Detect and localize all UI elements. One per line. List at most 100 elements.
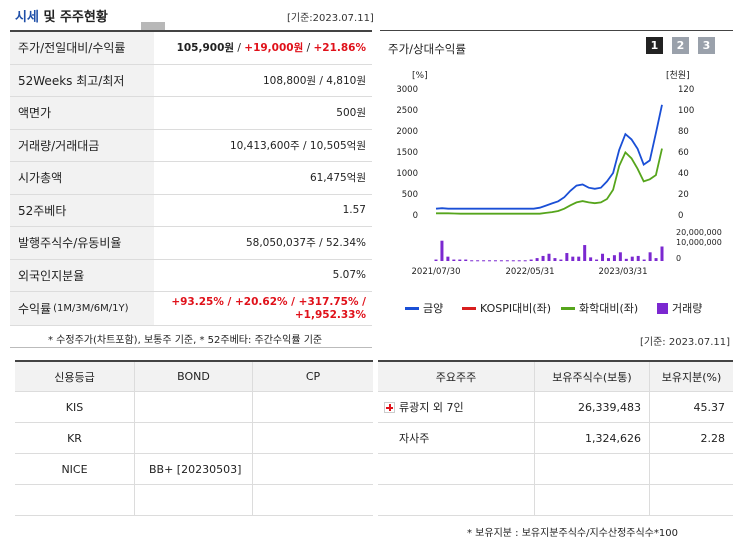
plus-icon[interactable] bbox=[384, 401, 395, 413]
legend-swatch bbox=[561, 306, 575, 310]
stat-label: 액면가 bbox=[10, 97, 154, 129]
volume-bar bbox=[577, 256, 581, 261]
footnote: * 수정주가(차트포함), 보통주 기준, * 52주베타: 주간수익률 기준 bbox=[48, 335, 323, 346]
returns-label: 수익률 bbox=[18, 302, 52, 316]
volume-bar bbox=[618, 252, 622, 261]
right-tick-label: 80 bbox=[678, 127, 689, 137]
table-row: 류광지 외 7인 26,339,483 45.37 bbox=[378, 392, 733, 423]
right-tick-label: 0 bbox=[678, 211, 683, 221]
stat-label: 52주베타 bbox=[10, 194, 154, 226]
section-title-prefix: 시세 bbox=[15, 10, 39, 25]
reference-date: [기준:2023.07.11] bbox=[287, 13, 374, 24]
volume-bar bbox=[523, 260, 527, 262]
period-button-2[interactable]: 2 bbox=[672, 37, 689, 54]
volume-bar bbox=[440, 240, 444, 261]
bond-cell bbox=[135, 423, 253, 453]
volume-bar bbox=[488, 260, 492, 262]
legend-item-sector: 화학대비(좌) bbox=[561, 300, 638, 316]
left-tick-label: 500 bbox=[402, 190, 418, 200]
volume-bar bbox=[601, 253, 605, 261]
agency-cell: NICE bbox=[15, 454, 135, 484]
volume-bar bbox=[565, 253, 569, 261]
section-title-rest: 및 주주현황 bbox=[43, 10, 108, 25]
separator: / bbox=[234, 42, 245, 55]
left-tick-label: 2000 bbox=[396, 127, 418, 137]
shares-cell: 26,339,483 bbox=[535, 392, 650, 422]
right-axis-ticks: 0 20 40 60 80 100 120 bbox=[678, 85, 694, 221]
table-row: KR bbox=[15, 423, 373, 454]
stat-row-52weeks: 52Weeks 최고/최저 108,800원 / 4,810원 bbox=[10, 64, 372, 97]
price-stats-table: 주가/전일대비/수익률 105,900원 / +19,000원 / +21.86… bbox=[10, 32, 372, 326]
volume-bar bbox=[654, 258, 658, 261]
pct-cell bbox=[650, 454, 733, 484]
stat-label: 주가/전일대비/수익률 bbox=[10, 32, 154, 64]
stat-row-shares: 발행주식수/유동비율 58,050,037주 / 52.34% bbox=[10, 227, 372, 260]
legend-item-kospi: KOSPI대비(좌) bbox=[462, 300, 551, 316]
volume-bar bbox=[434, 259, 438, 261]
pct-cell: 45.37 bbox=[693, 400, 726, 414]
section-title: 시세 및 주주현황 bbox=[15, 6, 108, 25]
volume-bar bbox=[511, 260, 515, 262]
footnote: * 보유지분 : 보유지분주식수/지수산정주식수*100 bbox=[467, 528, 678, 539]
stat-value: 500원 bbox=[336, 107, 366, 120]
holder-name-cell: 류광지 외 7인 bbox=[378, 392, 535, 422]
table-row bbox=[378, 485, 733, 516]
legend-label: 거래량 bbox=[672, 302, 703, 315]
right-tick-label: 40 bbox=[678, 169, 689, 179]
period-button-3[interactable]: 3 bbox=[698, 37, 715, 54]
volume-bar bbox=[535, 258, 539, 261]
volume-bar bbox=[624, 258, 628, 261]
volume-bar bbox=[482, 260, 486, 262]
volume-bar bbox=[571, 256, 575, 261]
stat-value: 61,475억원 bbox=[309, 172, 366, 185]
stat-row-returns: 수익률 (1M/3M/6M/1Y) +93.25% / +20.62% / +3… bbox=[10, 292, 372, 326]
volume-bar bbox=[559, 259, 563, 261]
major-holders-table: 주요주주 보유주식수(보통) 보유지분(%) 류광지 외 7인 26,339,4… bbox=[378, 360, 733, 516]
stat-value: 5.07% bbox=[332, 269, 366, 282]
table-row bbox=[378, 454, 733, 485]
volume-bar bbox=[547, 253, 551, 261]
divider bbox=[380, 30, 733, 31]
period-button-1[interactable]: 1 bbox=[646, 37, 663, 54]
legend-item-price: 금양 bbox=[405, 300, 443, 316]
volume-tick-label: 10,000,000 bbox=[676, 238, 722, 247]
price-line bbox=[435, 104, 663, 210]
separator: / bbox=[303, 42, 314, 55]
legend-swatch bbox=[462, 306, 476, 310]
left-tick-label: 2500 bbox=[396, 106, 418, 116]
volume-bar bbox=[529, 259, 533, 261]
stat-row-price: 주가/전일대비/수익률 105,900원 / +19,000원 / +21.86… bbox=[10, 32, 372, 65]
stat-value: 10,413,600주 / 10,505억원 bbox=[229, 139, 366, 152]
volume-bar bbox=[499, 260, 503, 262]
reference-date: [기준: 2023.07.11] bbox=[640, 337, 731, 348]
left-tick-label: 1000 bbox=[396, 169, 418, 179]
stat-row-face-value: 액면가 500원 bbox=[10, 97, 372, 130]
chart-title: 주가/상대수익률 bbox=[388, 42, 466, 56]
table-header: 신용등급 BOND CP bbox=[15, 362, 373, 392]
pct-cell bbox=[650, 485, 733, 515]
volume-bar bbox=[595, 259, 599, 261]
holder-name-cell bbox=[378, 454, 535, 484]
volume-bar bbox=[589, 257, 593, 261]
column-header: 보유주식수(보통) bbox=[535, 362, 650, 391]
column-header: CP bbox=[305, 370, 321, 383]
volume-bar bbox=[660, 246, 664, 261]
table-row: NICE BB+ [20230503] bbox=[15, 454, 373, 485]
left-tick-label: 0 bbox=[413, 211, 418, 221]
volume-bar bbox=[470, 260, 474, 262]
price-value: 105,900원 bbox=[176, 42, 235, 55]
bond-cell bbox=[135, 485, 253, 515]
volume-bar bbox=[606, 258, 610, 261]
pct-cell: 2.28 bbox=[700, 431, 726, 445]
stat-row-volume: 거래량/거래대금 10,413,600주 / 10,505억원 bbox=[10, 129, 372, 162]
table-row: 자사주 1,324,626 2.28 bbox=[378, 423, 733, 454]
right-tick-label: 60 bbox=[678, 148, 689, 158]
returns-label-sub: (1M/3M/6M/1Y) bbox=[53, 303, 129, 314]
left-tick-label: 3000 bbox=[396, 85, 418, 95]
volume-bar bbox=[636, 255, 640, 261]
volume-tick-label: 20,000,000 bbox=[676, 228, 722, 237]
legend-label: KOSPI대비(좌) bbox=[480, 302, 552, 315]
holder-name: 류광지 외 7인 bbox=[399, 401, 464, 414]
bond-cell bbox=[135, 392, 253, 422]
